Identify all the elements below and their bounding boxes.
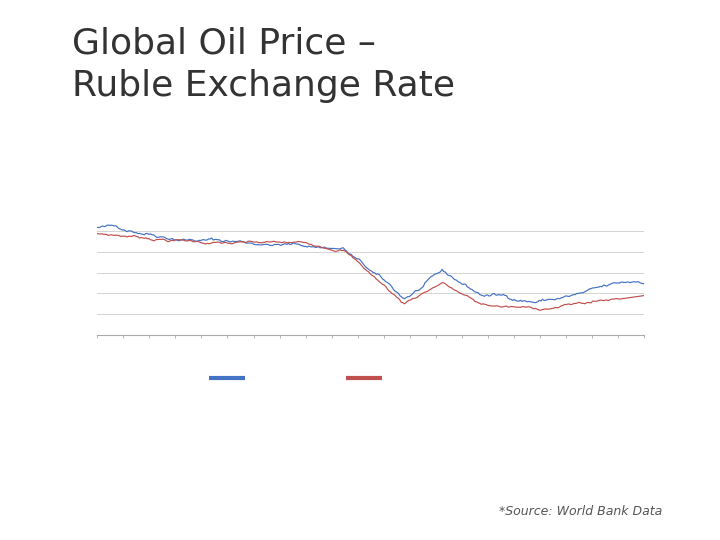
Text: *Source: World Bank Data: *Source: World Bank Data	[499, 505, 662, 518]
Text: Global Oil Price –
Ruble Exchange Rate: Global Oil Price – Ruble Exchange Rate	[72, 27, 455, 103]
